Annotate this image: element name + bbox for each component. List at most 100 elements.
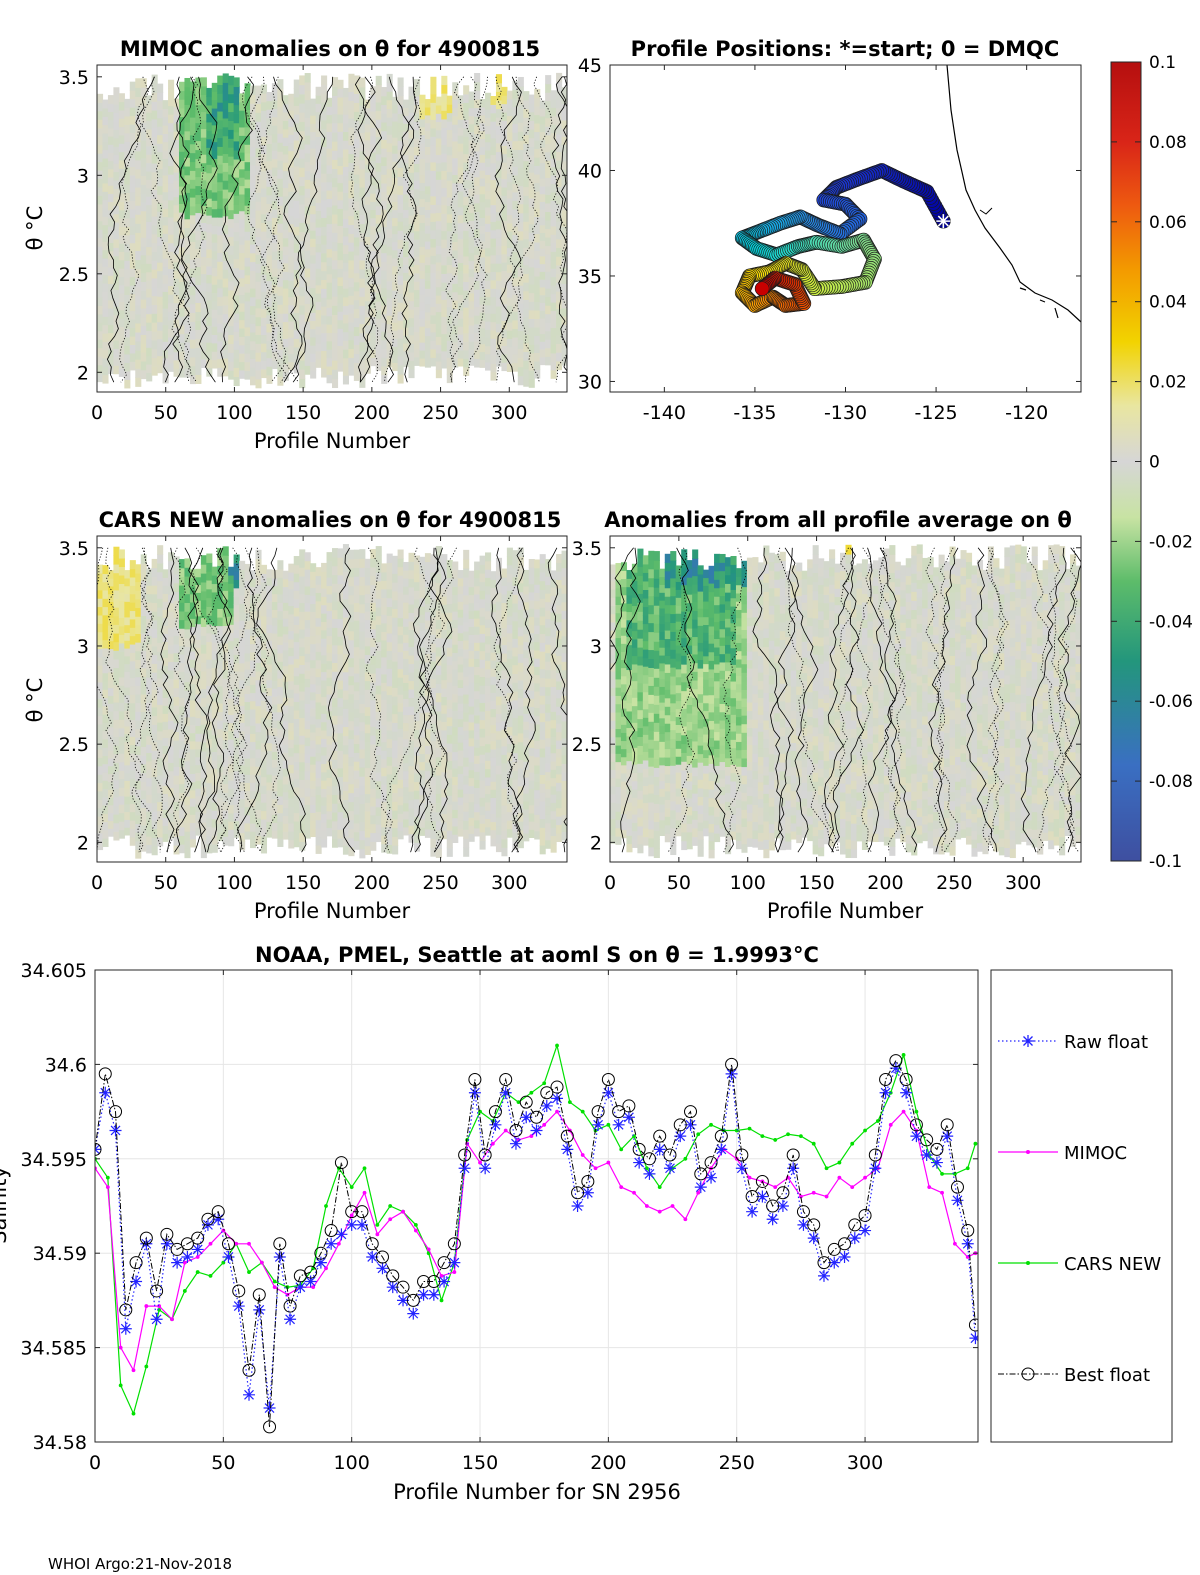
heatmap-cell: [370, 193, 377, 202]
heatmap-cell: [397, 257, 404, 267]
heatmap-cell: [222, 660, 229, 670]
heatmap-cell: [277, 560, 284, 570]
heatmap-cell: [266, 169, 273, 179]
heatmap-cell: [326, 307, 333, 317]
heatmap-cell: [102, 581, 109, 591]
heatmap-cell: [217, 608, 224, 618]
heatmap-cell: [118, 727, 125, 737]
heatmap-cell: [107, 275, 114, 284]
heatmap-cell: [118, 549, 125, 559]
heatmap-cell: [288, 183, 295, 192]
heatmap-cell: [441, 118, 448, 128]
heatmap-cell: [129, 752, 136, 762]
heatmap-cell: [146, 170, 153, 180]
heatmap-cell: [217, 677, 224, 687]
heatmap-cell: [332, 241, 339, 252]
heatmap-cell: [310, 139, 317, 149]
heatmap-cell: [151, 619, 158, 630]
heatmap-cell: [342, 105, 349, 115]
heatmap-cell: [173, 670, 180, 680]
heatmap-cell: [430, 246, 437, 256]
heatmap-cell: [195, 167, 202, 178]
heatmap-cell: [463, 221, 470, 231]
heatmap-cell: [435, 129, 442, 139]
heatmap-cell: [162, 307, 169, 317]
heatmap-cell: [397, 275, 404, 285]
heatmap-cell: [332, 332, 339, 343]
heatmap-cell: [321, 368, 328, 378]
heatmap-cell: [506, 164, 513, 174]
heatmap-cell: [452, 266, 459, 276]
heatmap-cell: [337, 758, 344, 769]
heatmap-cell: [255, 183, 262, 193]
heatmap-cell: [113, 238, 120, 248]
heatmap-cell: [293, 778, 300, 788]
heatmap-cell: [200, 316, 207, 326]
heatmap-cell: [113, 822, 120, 832]
heatmap-cell: [299, 139, 306, 150]
heatmap-cell: [151, 758, 158, 769]
heatmap-cell: [556, 247, 563, 257]
heatmap-cell: [353, 281, 360, 292]
heatmap-cell: [178, 272, 186, 283]
heatmap-cell: [173, 775, 180, 785]
heatmap-cell: [441, 101, 448, 111]
heatmap-cell: [97, 690, 104, 700]
heatmap-cell: [293, 735, 300, 745]
heatmap-cell: [102, 664, 109, 674]
heatmap-cell: [250, 120, 257, 131]
heatmap-cell: [173, 204, 180, 214]
heatmap-cell: [129, 285, 136, 295]
heatmap-cell: [266, 608, 273, 618]
heatmap-cell: [244, 187, 251, 197]
heatmap-cell: [321, 84, 328, 94]
heatmap-cell: [381, 87, 388, 97]
heatmap-cell: [348, 188, 355, 199]
heatmap-cell: [113, 365, 120, 375]
heatmap-cell: [293, 709, 300, 720]
heatmap-cell: [200, 830, 207, 841]
heatmap-cell: [162, 745, 169, 754]
heatmap-cell: [178, 835, 186, 845]
heatmap-cell: [233, 312, 240, 323]
heatmap-cell: [184, 795, 191, 806]
heatmap-cell: [523, 351, 530, 361]
heatmap-cell: [337, 131, 344, 141]
heatmap-cell: [151, 74, 158, 85]
heatmap-cell: [485, 125, 492, 135]
heatmap-cell: [151, 611, 158, 621]
heatmap-cell: [364, 308, 371, 318]
heatmap-cell: [173, 261, 180, 271]
heatmap-cell: [97, 740, 104, 750]
heatmap-cell: [534, 369, 541, 379]
heatmap-cell: [195, 113, 202, 124]
heatmap-cell: [463, 119, 470, 129]
heatmap-cell: [545, 75, 552, 85]
heatmap-cell: [534, 114, 541, 124]
heatmap-cell: [479, 233, 486, 242]
heatmap-cell: [250, 814, 257, 824]
heatmap-cell: [211, 684, 218, 694]
heatmap-cell: [107, 357, 114, 366]
heatmap-cell: [184, 575, 191, 586]
heatmap-cell: [140, 842, 147, 852]
heatmap-cell: [561, 332, 567, 342]
positions-x-tick-label: -125: [915, 402, 958, 424]
heatmap-cell: [321, 729, 328, 739]
heatmap-cell: [168, 88, 175, 98]
heatmap-cell: [102, 614, 109, 624]
heatmap-cell: [321, 613, 328, 622]
heatmap-cell: [332, 150, 339, 160]
heatmap-cell: [271, 814, 278, 823]
heatmap-cell: [326, 727, 333, 737]
heatmap-cell: [102, 116, 109, 126]
heatmap-cell: [173, 705, 180, 715]
heatmap-cell: [364, 107, 371, 117]
heatmap-cell: [102, 763, 109, 773]
heatmap-cell: [452, 358, 459, 368]
heatmap-cell: [375, 119, 382, 129]
heatmap-cell: [222, 304, 229, 315]
heatmap-cell: [282, 338, 289, 348]
heatmap-cell: [129, 310, 136, 320]
heatmap-cell: [457, 206, 464, 216]
